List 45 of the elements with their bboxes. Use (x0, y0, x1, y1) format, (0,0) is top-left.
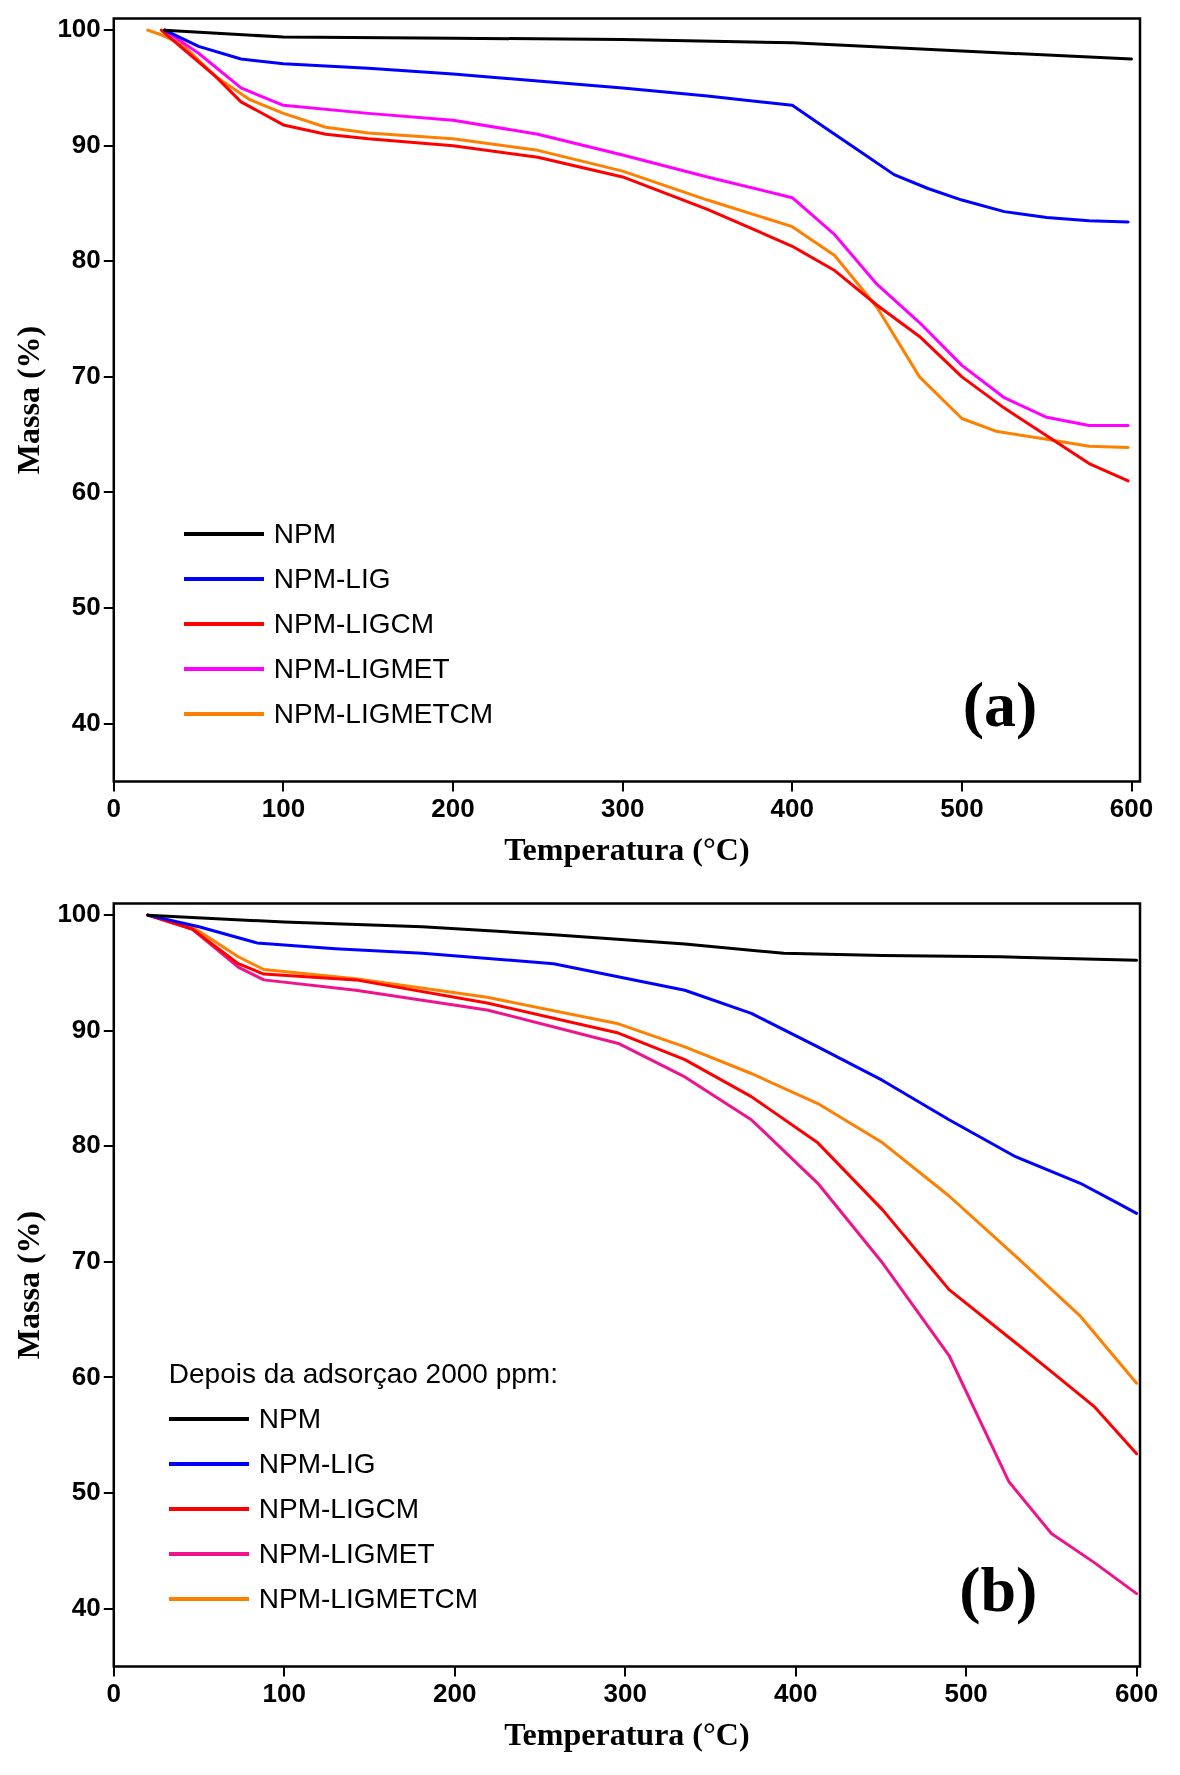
y-tick-label: 100 (57, 13, 101, 44)
legend-label: NPM-LIGMET (273, 652, 450, 687)
y-tick-label: 80 (71, 244, 101, 275)
y-axis-title: Massa (%) (10, 325, 47, 475)
x-axis-title: Temperatura (°C) (504, 1716, 750, 1753)
x-tick-label: 400 (773, 1678, 818, 1709)
y-tick-label: 60 (71, 1360, 101, 1391)
x-tick-label: 400 (770, 793, 814, 824)
y-tick-label: 70 (71, 360, 101, 391)
y-tick-label: 50 (71, 591, 101, 622)
legend-label: NPM-LIG (273, 562, 391, 597)
y-tick-label: 70 (71, 1245, 101, 1276)
y-tick-label: 60 (71, 475, 101, 506)
x-tick-label: 500 (940, 793, 984, 824)
x-tick-label: 200 (433, 1678, 477, 1709)
x-tick-label: 600 (1109, 793, 1154, 824)
x-tick-label: 300 (603, 1678, 647, 1709)
legend-label: NPM (258, 1402, 321, 1437)
legend-label: NPM-LIGCM (258, 1492, 419, 1527)
annotation: (b) (959, 1553, 1038, 1625)
legend-label: NPM-LIG (258, 1447, 376, 1482)
y-tick-label: 90 (71, 1013, 101, 1044)
legend-title: Depois da adsorçao 2000 ppm: (168, 1357, 558, 1392)
x-tick-label: 100 (261, 793, 306, 824)
x-tick-label: 500 (944, 1678, 988, 1709)
annotation: (a) (962, 668, 1038, 740)
legend-label: NPM (273, 517, 336, 552)
x-tick-label: 200 (431, 793, 475, 824)
x-tick-label: 600 (1114, 1678, 1159, 1709)
y-tick-label: 80 (71, 1129, 101, 1160)
x-tick-label: 0 (106, 793, 122, 824)
y-tick-label: 100 (57, 898, 101, 929)
legend-label: NPM-LIGCM (273, 607, 434, 642)
legend-label: NPM-LIGMET (258, 1537, 435, 1572)
y-tick-label: 40 (71, 706, 101, 737)
y-axis-title: Massa (%) (10, 1210, 47, 1360)
y-tick-label: 40 (71, 1591, 101, 1622)
x-axis-title: Temperatura (°C) (504, 831, 750, 868)
y-tick-label: 50 (71, 1476, 101, 1507)
x-tick-label: 300 (600, 793, 645, 824)
legend-label: NPM-LIGMETCM (258, 1582, 479, 1617)
x-tick-label: 100 (262, 1678, 306, 1709)
y-tick-label: 90 (71, 128, 101, 159)
x-tick-label: 0 (106, 1678, 122, 1709)
legend-label: NPM-LIGMETCM (273, 697, 494, 732)
